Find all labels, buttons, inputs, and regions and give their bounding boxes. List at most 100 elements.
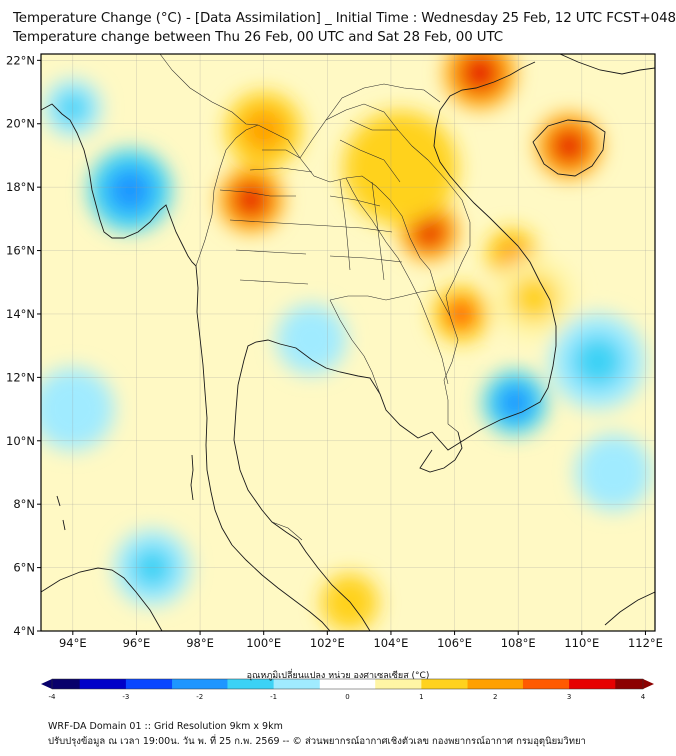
lat-tick-label-3: 16°N bbox=[6, 244, 35, 258]
colorbar-frame bbox=[51, 678, 644, 690]
colorbar-tick-6: 2 bbox=[493, 693, 497, 701]
colorbar-segment-60 bbox=[606, 679, 616, 689]
coastline-isthmus-east bbox=[233, 384, 371, 631]
colorbar-segment-1 bbox=[61, 679, 72, 689]
coastline-hainan bbox=[532, 119, 606, 177]
anomaly-core-2 bbox=[460, 54, 500, 93]
colorbar-segment-32 bbox=[347, 679, 358, 689]
colorbar-segment-37 bbox=[393, 679, 404, 689]
border-thailand-malaysia bbox=[271, 521, 303, 541]
colorbar-segment-3 bbox=[79, 679, 90, 689]
anomaly-core-8 bbox=[511, 275, 557, 321]
border-thailand-myanmar bbox=[195, 124, 259, 267]
river-mekong bbox=[345, 177, 449, 385]
colorbar-segment-17 bbox=[208, 679, 219, 689]
colorbar-segment-19 bbox=[227, 679, 238, 689]
colorbar-segment-25 bbox=[282, 679, 293, 689]
colorbar-segment-13 bbox=[172, 679, 182, 689]
colorbar-segment-50 bbox=[513, 679, 524, 689]
colorbar-segment-29 bbox=[319, 679, 330, 689]
lon-tick-label-1: 96°E bbox=[123, 636, 151, 650]
lat-tick-label-5: 12°N bbox=[6, 370, 35, 384]
colorbar-segment-35 bbox=[375, 679, 386, 689]
lat-tick-label-4: 14°N bbox=[6, 307, 35, 321]
border-cambodia-west bbox=[329, 299, 381, 395]
colorbar-segment-62 bbox=[624, 679, 635, 689]
colorbar: -4 -3 -2 -1 0 1 2 3 4 bbox=[41, 678, 654, 701]
colorbar-segment-43 bbox=[449, 679, 459, 689]
colorbar-segment-0 bbox=[52, 679, 62, 689]
colorbar-tick-7: 3 bbox=[567, 693, 571, 701]
colorbar-segment-21 bbox=[245, 679, 256, 689]
admin-borders bbox=[159, 54, 471, 541]
coastline-guangdong bbox=[559, 54, 655, 75]
footer-model-info: WRF-DA Domain 01 :: Grid Resolution 9km … bbox=[48, 721, 283, 732]
anomaly-core-1 bbox=[233, 182, 269, 218]
province-grid-thailand bbox=[219, 149, 331, 285]
lon-tick-label-4: 102°E bbox=[310, 636, 345, 650]
province-grid-laos bbox=[339, 119, 401, 183]
border-myanmar-china bbox=[159, 54, 259, 126]
lat-tick-label-1: 20°N bbox=[6, 117, 35, 131]
border-laos-vietnam bbox=[299, 103, 471, 317]
lon-tick-label-3: 100°E bbox=[246, 636, 281, 650]
colorbar-segment-33 bbox=[356, 679, 367, 689]
border-cambodia-vietnam bbox=[435, 289, 459, 433]
map-plot-area bbox=[41, 54, 655, 631]
colorbar-segment-56 bbox=[569, 679, 579, 689]
coastline-sumatra bbox=[41, 567, 163, 631]
colorbar-segment-57 bbox=[578, 679, 589, 689]
colorbar-segment-30 bbox=[329, 679, 339, 689]
colorbar-tick-3: -1 bbox=[270, 693, 277, 701]
colorbar-segment-28 bbox=[310, 679, 321, 689]
colorbar-segment-20 bbox=[236, 679, 247, 689]
colorbar-tick-0: -4 bbox=[49, 693, 57, 701]
map-frame bbox=[40, 53, 656, 632]
anomaly-core-0 bbox=[413, 215, 445, 248]
colorbar-segment-15 bbox=[190, 679, 201, 689]
colorbar-segment-16 bbox=[199, 679, 210, 689]
coastline-andaman bbox=[190, 454, 194, 501]
anomaly-core-3 bbox=[551, 128, 587, 164]
colorbar-segment-44 bbox=[458, 679, 469, 689]
colorbar-tick-1: -3 bbox=[122, 693, 129, 701]
coastline-vietnam-east bbox=[431, 61, 557, 451]
border-thailand-laos bbox=[257, 124, 437, 291]
colorbar-segment-11 bbox=[153, 679, 164, 689]
coastline-myanmar-south bbox=[195, 265, 233, 546]
latitude-axis: 22°N 20°N 18°N 16°N 14°N 12°N 10°N 8°N 6°N 4°N bbox=[6, 53, 41, 638]
colorbar-segment-8 bbox=[125, 679, 136, 689]
colorbar-segment-59 bbox=[596, 679, 607, 689]
colorbar-tick-5: 1 bbox=[419, 693, 423, 701]
colorbar-segment-52 bbox=[532, 679, 543, 689]
colorbar-segment-40 bbox=[421, 679, 432, 689]
coastline-gulf-of-thailand bbox=[237, 339, 433, 439]
colorbar-segment-36 bbox=[384, 679, 395, 689]
colorbar-segment-47 bbox=[486, 679, 496, 689]
colorbar-segment-51 bbox=[522, 679, 533, 689]
border-thailand-cambodia bbox=[329, 289, 437, 301]
colorbar-tick-8: 4 bbox=[641, 693, 646, 701]
anomaly-core-13 bbox=[292, 320, 331, 359]
lon-tick-label-7: 108°E bbox=[501, 636, 536, 650]
border-china-laos-vietnam bbox=[325, 83, 441, 121]
colorbar-segment-24 bbox=[273, 679, 284, 689]
colorbar-tick-4: 0 bbox=[345, 693, 349, 701]
colorbar-segment-61 bbox=[615, 679, 626, 689]
colorbar-segment-49 bbox=[504, 679, 515, 689]
lat-tick-label-6: 10°N bbox=[6, 434, 35, 448]
colorbar-max-arrow bbox=[643, 679, 654, 689]
coastline-malay-west bbox=[231, 544, 331, 631]
lon-tick-label-0: 94°E bbox=[59, 636, 87, 650]
lon-tick-label-9: 112°E bbox=[628, 636, 663, 650]
lat-tick-label-0: 22°N bbox=[6, 53, 35, 67]
colorbar-segment-22 bbox=[255, 679, 265, 689]
colorbar-segment-9 bbox=[135, 679, 145, 689]
coastlines-borders bbox=[41, 54, 655, 631]
colorbar-segment-18 bbox=[218, 679, 229, 689]
coastline-myanmar-west bbox=[41, 103, 197, 267]
anomaly-core-10 bbox=[107, 167, 153, 214]
colorbar-segment-6 bbox=[107, 679, 118, 689]
lat-tick-label-2: 18°N bbox=[6, 180, 35, 194]
colorbar-segment-27 bbox=[301, 679, 312, 689]
